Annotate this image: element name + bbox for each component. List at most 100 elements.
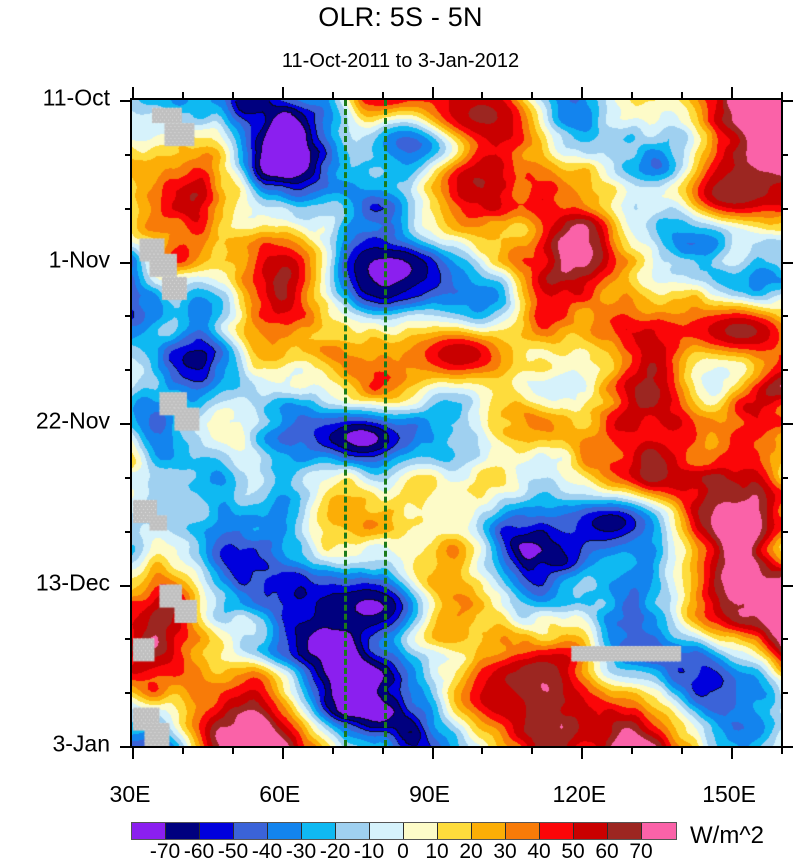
colorbar-swatch[interactable]	[336, 823, 370, 839]
colorbar-swatch[interactable]	[370, 823, 404, 839]
colorbar-swatch[interactable]	[234, 823, 268, 839]
x-tick-minor	[781, 746, 783, 754]
x-tick-major	[281, 746, 284, 759]
colorbar-tick-label: -30	[285, 840, 317, 863]
colorbar-swatch[interactable]	[506, 823, 540, 839]
colorbar-tick-label: 30	[493, 840, 517, 863]
y-tick-major	[120, 746, 132, 748]
colorbar-tick-label: -50	[217, 840, 249, 863]
x-tick-major	[731, 87, 734, 100]
colorbar-tick-label: -40	[251, 840, 283, 863]
x-tick-minor	[681, 746, 684, 754]
colorbar-tick-label: -20	[319, 840, 351, 863]
y-tick-major	[781, 261, 793, 264]
colorbar-tick-label: 60	[595, 840, 619, 863]
x-tick-minor	[681, 92, 684, 100]
x-tick-major	[581, 746, 584, 759]
x-tick-minor	[631, 92, 634, 100]
colorbar-swatch[interactable]	[574, 823, 608, 839]
colorbar-tick-label: 10	[425, 840, 449, 863]
y-axis-tick-label: 22-Nov	[35, 407, 110, 434]
x-tick-major	[431, 746, 434, 759]
y-axis-tick-label: 3-Jan	[52, 730, 110, 757]
x-tick-minor	[331, 746, 334, 754]
colorbar-tick-label: 40	[527, 840, 551, 863]
x-tick-minor	[181, 746, 184, 754]
colorbar-tick-labels: -70 -60 -50 -40 -30 -20 -10 0 10 20 30 40 50 60 70	[131, 840, 675, 864]
x-tick-minor	[231, 746, 234, 754]
y-tick-major	[120, 100, 132, 102]
y-tick-minor	[125, 692, 132, 695]
colorbar-swatch[interactable]	[200, 823, 234, 839]
x-axis-tick-label: 120E	[552, 781, 607, 807]
x-tick-minor	[631, 746, 634, 754]
colorbar-tick-label: -60	[183, 840, 215, 863]
colorbar-swatch[interactable]	[404, 823, 438, 839]
x-tick-major	[431, 87, 434, 100]
y-tick-major	[120, 584, 132, 587]
x-tick-minor	[381, 92, 384, 100]
colorbar-unit-label: W/m^2	[690, 822, 764, 849]
colorbar-swatch[interactable]	[540, 823, 574, 839]
date-range-subtitle: 11-Oct-2011 to 3-Jan-2012	[281, 50, 520, 72]
x-tick-minor	[481, 92, 484, 100]
y-axis-tick-label: 11-Oct	[42, 84, 110, 111]
colorbar-swatch[interactable]	[608, 823, 642, 839]
y-tick-minor	[125, 153, 132, 156]
y-tick-minor	[125, 530, 132, 533]
x-axis-tick-label: 60E	[259, 781, 301, 807]
y-tick-major	[781, 746, 793, 748]
x-axis-tick-label: 30E	[109, 781, 151, 807]
colorbar-swatch[interactable]	[642, 823, 676, 839]
colorbar-tick-label: -10	[353, 840, 385, 863]
x-tick-minor	[781, 92, 783, 100]
page-title: OLR: 5S - 5N	[318, 2, 483, 32]
x-tick-minor	[481, 746, 484, 754]
x-tick-minor	[381, 746, 384, 754]
y-tick-major	[781, 584, 793, 587]
y-tick-minor	[781, 369, 788, 372]
x-tick-major	[581, 87, 584, 100]
colorbar-swatch[interactable]	[132, 823, 166, 839]
y-tick-major	[781, 100, 793, 102]
y-axis-tick-label: 13-Dec	[35, 569, 110, 595]
x-tick-minor	[331, 92, 334, 100]
colorbar-tick-label: 50	[561, 840, 585, 863]
x-tick-major	[281, 87, 284, 100]
missing-data-overlay	[132, 100, 781, 746]
colorbar-tick-label: 70	[629, 840, 653, 863]
y-tick-minor	[781, 153, 788, 156]
colorbar-tick-label: 0	[397, 840, 409, 863]
y-tick-minor	[781, 207, 788, 210]
y-tick-major	[120, 423, 132, 425]
y-tick-minor	[125, 315, 132, 318]
y-tick-minor	[125, 207, 132, 210]
y-tick-major	[781, 423, 793, 425]
colorbar-tick-label: -70	[149, 840, 181, 863]
x-tick-minor	[231, 92, 234, 100]
colorbar-swatch[interactable]	[472, 823, 506, 839]
y-tick-major	[120, 261, 132, 264]
hovmoller-plot-area[interactable]	[120, 87, 793, 759]
vertical-reference-line	[344, 100, 348, 746]
x-tick-major	[132, 87, 134, 100]
y-tick-minor	[781, 638, 788, 641]
x-tick-minor	[531, 746, 534, 754]
colorbar-swatch[interactable]	[268, 823, 302, 839]
vertical-reference-line	[384, 100, 388, 746]
x-axis-labels: 30E 60E 90E 120E 150E	[110, 765, 783, 807]
y-tick-minor	[781, 315, 788, 318]
colorbar-swatch[interactable]	[166, 823, 200, 839]
colorbar[interactable]	[131, 822, 677, 840]
colorbar-swatch[interactable]	[302, 823, 336, 839]
colorbar-swatch[interactable]	[438, 823, 472, 839]
y-tick-minor	[781, 530, 788, 533]
x-tick-minor	[531, 92, 534, 100]
y-tick-minor	[781, 692, 788, 695]
x-axis-tick-label: 90E	[409, 781, 450, 807]
y-tick-minor	[781, 476, 788, 479]
y-axis-tick-label: 1-Nov	[48, 246, 110, 272]
colorbar-tick-label: 20	[459, 840, 483, 863]
y-tick-minor	[125, 369, 132, 372]
y-axis-labels: 11-Oct 1-Nov 22-Nov 13-Dec 3-Jan	[0, 85, 130, 757]
